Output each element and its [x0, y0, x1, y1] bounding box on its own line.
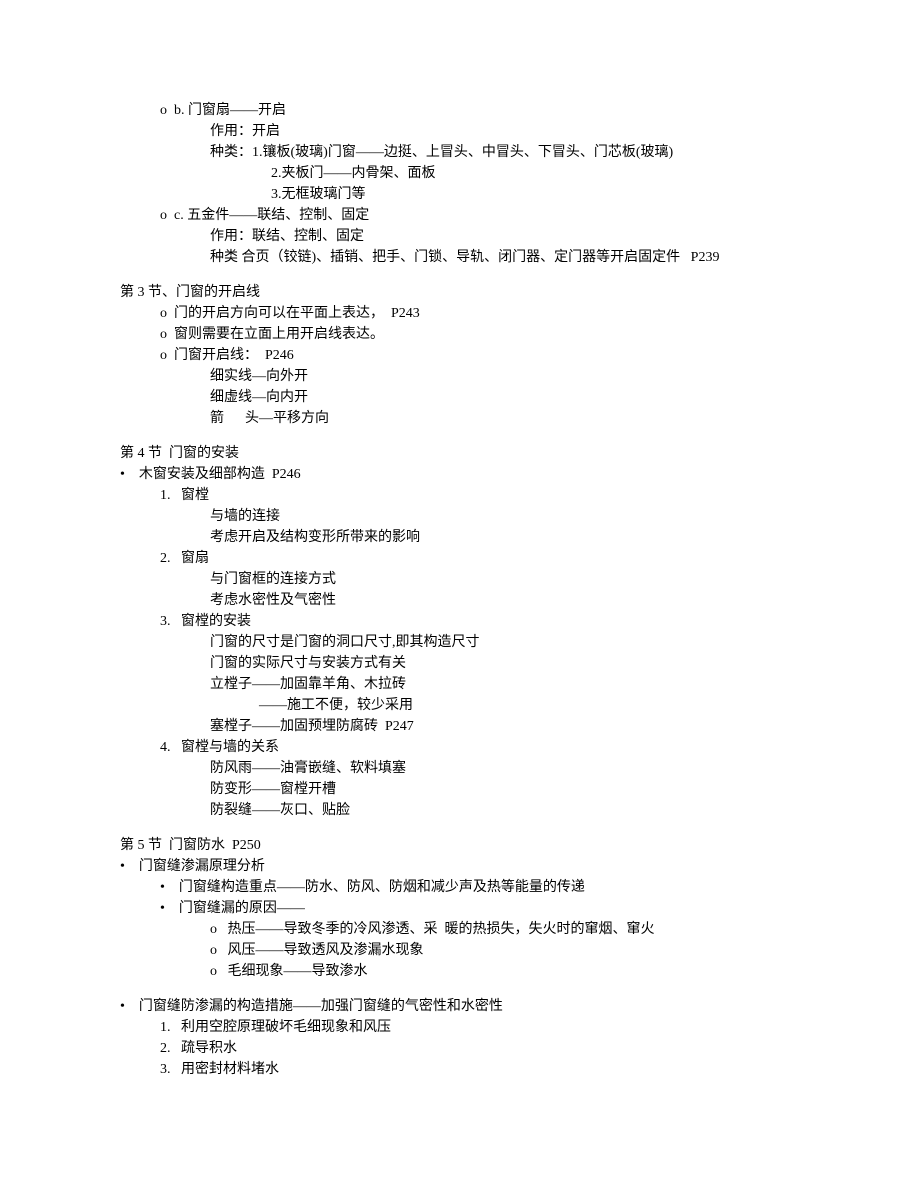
- text-line: o b. 门窗扇——开启: [120, 100, 800, 121]
- text-line: 1. 利用空腔原理破坏毛细现象和风压: [120, 1017, 800, 1038]
- text-line: 第 3 节、门窗的开启线: [120, 282, 800, 303]
- text-line: o 门窗开启线： P246: [120, 345, 800, 366]
- text-line: 塞樘子——加固预埋防腐砖 P247: [120, 716, 800, 737]
- text-line: 门窗的实际尺寸与安装方式有关: [120, 653, 800, 674]
- section-gap: [120, 268, 800, 282]
- text-line: • 门窗缝防渗漏的构造措施——加强门窗缝的气密性和水密性: [120, 996, 800, 1017]
- text-line: ——施工不便，较少采用: [120, 695, 800, 716]
- text-line: 3. 用密封材料堵水: [120, 1059, 800, 1080]
- text-line: • 门窗缝漏的原因——: [120, 898, 800, 919]
- section-gap: [120, 429, 800, 443]
- text-line: o 风压——导致透风及渗漏水现象: [120, 940, 800, 961]
- text-line: 考虑开启及结构变形所带来的影响: [120, 527, 800, 548]
- text-line: 箭 头—平移方向: [120, 408, 800, 429]
- text-line: 与墙的连接: [120, 506, 800, 527]
- text-line: • 木窗安装及细部构造 P246: [120, 464, 800, 485]
- text-line: 作用：联结、控制、固定: [120, 226, 800, 247]
- text-line: 1. 窗樘: [120, 485, 800, 506]
- text-line: 防风雨——油膏嵌缝、软料填塞: [120, 758, 800, 779]
- document-content: o b. 门窗扇——开启作用：开启种类：1.镶板(玻璃)门窗——边挺、上冒头、中…: [120, 100, 800, 1080]
- section-gap: [120, 982, 800, 996]
- text-line: 防变形——窗樘开槽: [120, 779, 800, 800]
- text-line: 2. 窗扇: [120, 548, 800, 569]
- text-line: 2.夹板门——内骨架、面板: [120, 163, 800, 184]
- text-line: 细虚线—向内开: [120, 387, 800, 408]
- text-line: • 门窗缝构造重点——防水、防风、防烟和减少声及热等能量的传递: [120, 877, 800, 898]
- text-line: 立樘子——加固靠羊角、木拉砖: [120, 674, 800, 695]
- text-line: 2. 疏导积水: [120, 1038, 800, 1059]
- text-line: 与门窗框的连接方式: [120, 569, 800, 590]
- document-page: o b. 门窗扇——开启作用：开启种类：1.镶板(玻璃)门窗——边挺、上冒头、中…: [0, 0, 920, 1191]
- text-line: 第 4 节 门窗的安装: [120, 443, 800, 464]
- text-line: 种类 合页（铰链)、插销、把手、门锁、导轨、闭门器、定门器等开启固定件 P239: [120, 247, 800, 268]
- text-line: 种类：1.镶板(玻璃)门窗——边挺、上冒头、中冒头、下冒头、门芯板(玻璃): [120, 142, 800, 163]
- text-line: 4. 窗樘与墙的关系: [120, 737, 800, 758]
- text-line: 第 5 节 门窗防水 P250: [120, 835, 800, 856]
- text-line: • 门窗缝渗漏原理分析: [120, 856, 800, 877]
- text-line: 防裂缝——灰口、贴脸: [120, 800, 800, 821]
- text-line: 门窗的尺寸是门窗的洞口尺寸,即其构造尺寸: [120, 632, 800, 653]
- text-line: 3. 窗樘的安装: [120, 611, 800, 632]
- text-line: 细实线—向外开: [120, 366, 800, 387]
- text-line: o 热压——导致冬季的冷风渗透、采 暖的热损失，失火时的窜烟、窜火: [120, 919, 800, 940]
- text-line: o 门的开启方向可以在平面上表达， P243: [120, 303, 800, 324]
- text-line: 作用：开启: [120, 121, 800, 142]
- text-line: o 毛细现象——导致渗水: [120, 961, 800, 982]
- text-line: o c. 五金件——联结、控制、固定: [120, 205, 800, 226]
- section-gap: [120, 821, 800, 835]
- text-line: 考虑水密性及气密性: [120, 590, 800, 611]
- text-line: o 窗则需要在立面上用开启线表达。: [120, 324, 800, 345]
- text-line: 3.无框玻璃门等: [120, 184, 800, 205]
